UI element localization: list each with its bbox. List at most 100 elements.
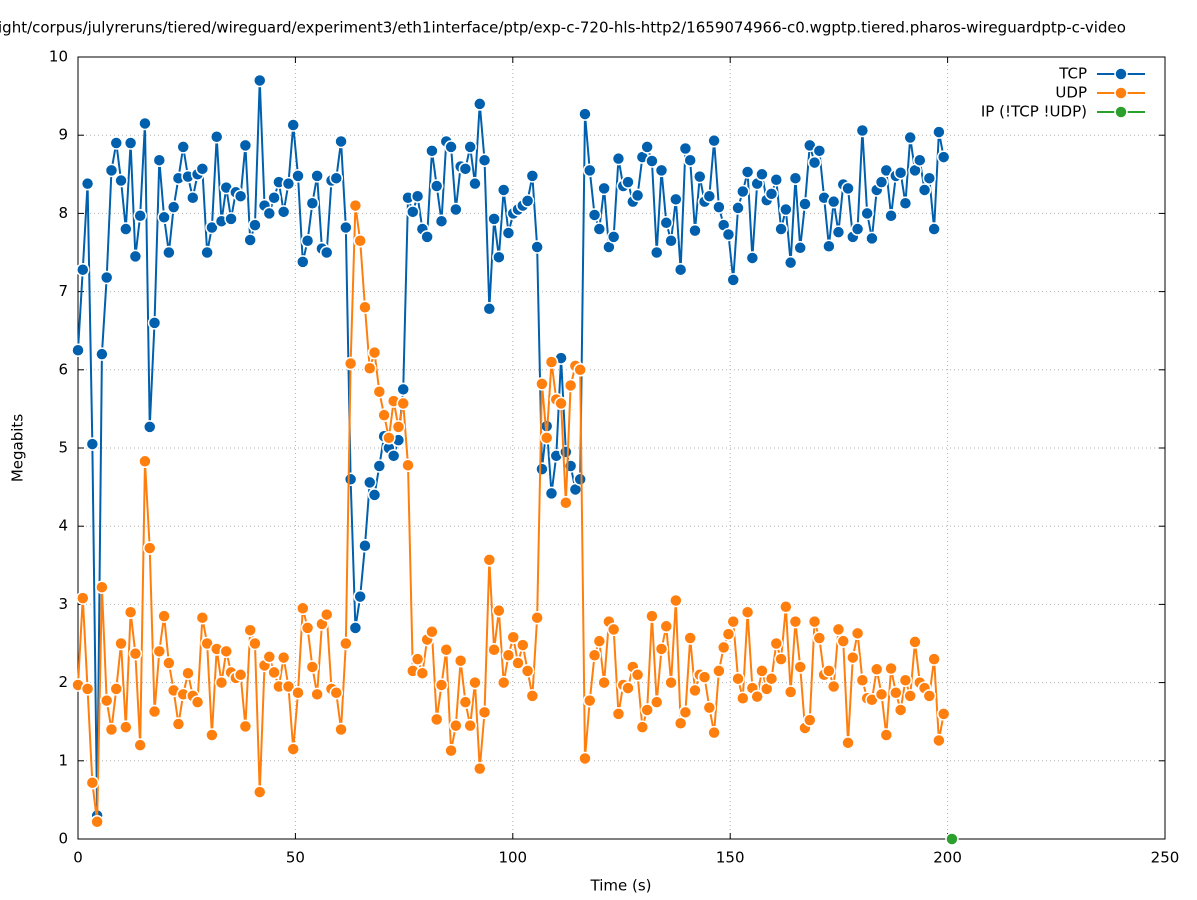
data-point <box>243 623 257 637</box>
data-point <box>501 648 516 662</box>
data-point <box>726 273 740 287</box>
y-axis-label: Megabits <box>9 414 27 482</box>
data-point <box>162 656 176 670</box>
data-point <box>573 472 587 487</box>
x-tick-label: 150 <box>716 849 745 867</box>
y-tick-label: 3 <box>58 595 68 613</box>
data-point <box>898 673 913 688</box>
data-point <box>539 431 554 445</box>
data-point <box>826 194 841 209</box>
data-point <box>171 717 186 731</box>
data-point <box>487 643 501 657</box>
data-point <box>731 671 745 686</box>
data-point <box>367 345 382 360</box>
data-point <box>712 200 726 214</box>
data-point <box>673 716 688 731</box>
data-point <box>291 686 305 700</box>
data-point <box>76 262 90 277</box>
data-point <box>138 454 152 469</box>
data-point <box>841 736 855 750</box>
data-point <box>788 171 803 185</box>
data-point <box>142 541 157 555</box>
data-point <box>142 420 157 434</box>
data-point <box>152 153 167 167</box>
data-point <box>463 718 477 733</box>
data-point <box>855 673 870 688</box>
series <box>945 832 959 846</box>
data-point <box>769 173 784 187</box>
data-point <box>592 634 607 648</box>
x-tick-label: 50 <box>286 849 305 867</box>
data-point <box>736 184 750 199</box>
data-point <box>745 251 760 265</box>
data-point <box>812 631 827 645</box>
data-point <box>482 553 497 567</box>
data-point <box>544 355 559 369</box>
data-point <box>913 153 927 167</box>
data-point <box>363 361 377 375</box>
data-point <box>296 255 310 269</box>
data-point <box>300 234 315 248</box>
data-point <box>492 250 506 264</box>
data-point <box>783 685 798 699</box>
data-point <box>367 488 382 502</box>
data-point <box>664 675 678 690</box>
data-point <box>501 226 516 240</box>
data-point <box>520 194 535 208</box>
data-point <box>429 712 444 727</box>
data-point <box>755 664 769 678</box>
data-point <box>334 134 348 149</box>
data-point <box>496 183 511 197</box>
data-point <box>740 165 755 179</box>
data-point <box>329 686 344 700</box>
data-point <box>195 610 210 625</box>
data-point <box>587 208 602 222</box>
data-point <box>80 176 95 191</box>
data-point <box>583 693 597 708</box>
data-point <box>267 191 281 205</box>
data-point <box>535 377 549 391</box>
data-point <box>133 208 147 223</box>
data-point <box>219 644 234 659</box>
data-point <box>477 153 492 167</box>
data-point <box>879 728 894 742</box>
data-point <box>286 118 300 132</box>
data-point <box>707 725 721 740</box>
data-point <box>893 165 908 180</box>
data-point <box>654 642 669 656</box>
y-tick-label: 0 <box>58 830 68 848</box>
data-point <box>779 599 793 614</box>
data-point <box>889 686 903 700</box>
data-point <box>434 678 449 692</box>
data-point <box>860 206 874 221</box>
data-point <box>807 614 822 629</box>
data-point <box>678 705 693 720</box>
data-point <box>936 150 951 164</box>
data-point <box>932 733 946 748</box>
data-point <box>621 681 635 695</box>
data-point <box>200 245 214 260</box>
data-point <box>214 675 229 690</box>
data-point <box>635 720 650 734</box>
data-point <box>664 234 678 248</box>
data-point <box>363 475 377 490</box>
data-point <box>922 689 937 703</box>
x-tick-label: 100 <box>498 849 527 867</box>
data-point <box>401 458 415 472</box>
data-point <box>119 222 133 236</box>
data-point <box>750 689 764 704</box>
y-tick-label: 9 <box>58 126 68 144</box>
data-point <box>831 622 846 637</box>
data-point <box>917 183 932 197</box>
data-point <box>630 668 645 682</box>
data-point <box>114 173 128 188</box>
data-point <box>329 171 344 185</box>
data-point <box>659 216 674 230</box>
data-point <box>339 636 353 651</box>
x-tick-label: 250 <box>1151 849 1180 867</box>
data-point <box>822 664 836 678</box>
data-point <box>233 668 248 682</box>
data-point <box>453 653 468 668</box>
data-point <box>477 705 492 720</box>
data-point <box>276 650 291 665</box>
